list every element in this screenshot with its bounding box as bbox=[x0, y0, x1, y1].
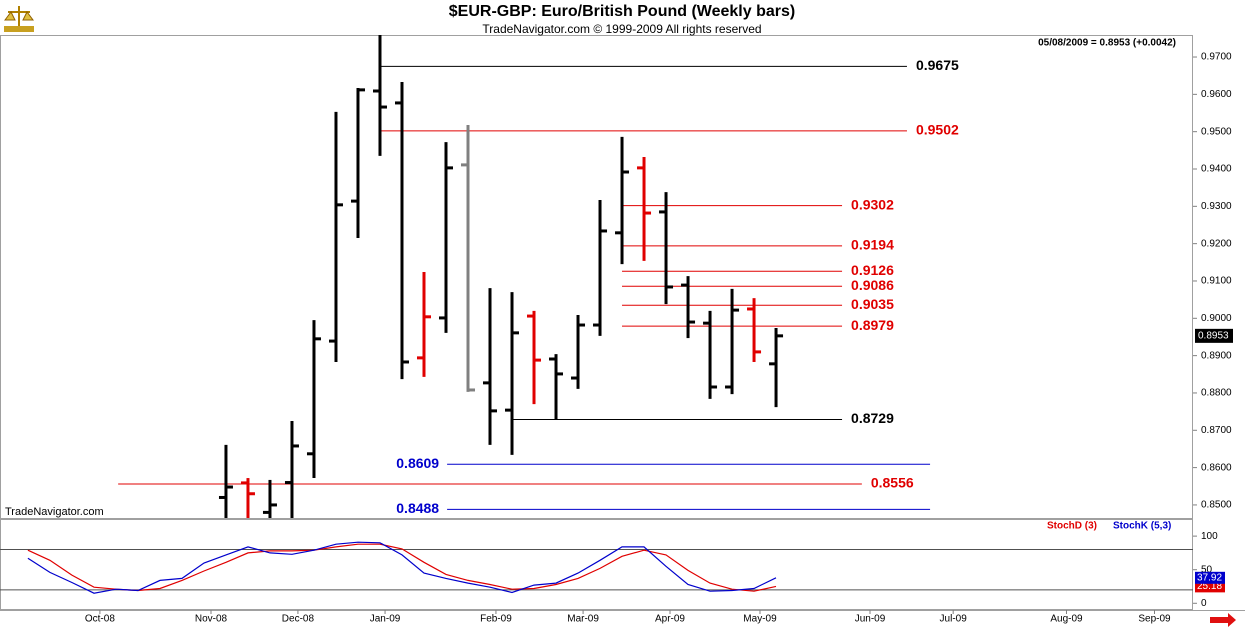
chart-subtitle: TradeNavigator.com © 1999-2009 All right… bbox=[482, 22, 761, 36]
price-bar bbox=[438, 142, 453, 333]
price-bar bbox=[637, 157, 652, 261]
last-value-box bbox=[1195, 571, 1225, 584]
price-bar bbox=[681, 276, 696, 339]
last-price-box bbox=[1195, 328, 1233, 343]
y-tick-label: 0.9000 bbox=[1201, 313, 1232, 324]
x-tick-label: Apr-09 bbox=[655, 614, 685, 625]
y-tick-label: 0.9700 bbox=[1201, 52, 1232, 63]
price-bar bbox=[659, 192, 674, 305]
level-label: 0.9302 bbox=[851, 196, 894, 212]
x-tick-label: Nov-08 bbox=[195, 614, 228, 625]
level-label: 0.9086 bbox=[851, 277, 894, 293]
level-label: 0.8979 bbox=[851, 317, 894, 333]
level-label: 0.9502 bbox=[916, 122, 959, 138]
y-tick-label: 0 bbox=[1201, 598, 1207, 609]
stoch-line bbox=[27, 543, 777, 592]
y-tick-label: 0.8600 bbox=[1201, 462, 1232, 473]
y-tick-label: 50 bbox=[1201, 564, 1213, 575]
price-bar bbox=[593, 199, 608, 336]
level-label: 0.8556 bbox=[871, 475, 914, 491]
stoch-plot bbox=[0, 541, 1193, 594]
x-tick-label: Dec-08 bbox=[282, 614, 315, 625]
x-tick-label: Feb-09 bbox=[480, 614, 512, 625]
x-tick-label: Oct-08 bbox=[85, 614, 115, 625]
level-label: 0.8729 bbox=[851, 410, 894, 426]
scroll-arrow[interactable] bbox=[1210, 613, 1236, 627]
y-tick-label: 0.8700 bbox=[1201, 425, 1232, 436]
x-tick-label: Jan-09 bbox=[370, 614, 401, 625]
stoch-line bbox=[27, 541, 777, 594]
price-bar bbox=[747, 298, 762, 362]
x-tick-label: Mar-09 bbox=[567, 614, 599, 625]
x-tick-label: May-09 bbox=[743, 614, 777, 625]
price-bar bbox=[328, 111, 343, 362]
level-label: 0.9126 bbox=[851, 262, 894, 278]
price-bar bbox=[394, 82, 409, 380]
x-tick-label: Aug-09 bbox=[1050, 614, 1083, 625]
y-tick-label: 0.9400 bbox=[1201, 164, 1232, 175]
y-tick-label: 100 bbox=[1201, 531, 1218, 542]
price-bar bbox=[769, 328, 784, 408]
price-bar bbox=[372, 35, 387, 156]
y-tick-label: 0.8900 bbox=[1201, 350, 1232, 361]
chart-title: $EUR-GBP: Euro/British Pound (Weekly bar… bbox=[449, 3, 795, 20]
price-bar bbox=[218, 444, 233, 518]
price-bar bbox=[306, 320, 321, 479]
price-bar bbox=[240, 478, 255, 518]
x-tick-label: Sep-09 bbox=[1138, 614, 1171, 625]
axes: 0.8500 0.8600 0.8700 0.8800 0.8900 0.9000 0.91… bbox=[85, 52, 1233, 625]
y-tick-label: 0.9500 bbox=[1201, 126, 1232, 137]
main-panel-frame bbox=[0, 35, 1193, 519]
y-tick-label: 0.9300 bbox=[1201, 201, 1232, 212]
legend-entry: StochD (3) bbox=[1047, 521, 1097, 532]
level-label: 0.8488 bbox=[396, 500, 439, 516]
level-label: 0.8609 bbox=[396, 455, 439, 471]
level-label: 0.9035 bbox=[851, 296, 894, 312]
logo-icon bbox=[4, 6, 34, 32]
quote-annotation: 05/08/2009 = 0.8953 (+0.0042) bbox=[1038, 38, 1176, 49]
last-value-label: 25.18 bbox=[1197, 581, 1222, 592]
price-bar bbox=[615, 136, 630, 265]
last-price-label: 0.8953 bbox=[1198, 330, 1229, 341]
x-tick-label: Jul-09 bbox=[940, 614, 968, 625]
legend-entry: StochK (5,3) bbox=[1113, 521, 1171, 532]
price-bar bbox=[461, 124, 476, 392]
price-bar bbox=[416, 272, 431, 377]
price-bar bbox=[483, 288, 498, 445]
y-tick-label: 0.8500 bbox=[1201, 500, 1232, 511]
price-bar bbox=[527, 310, 542, 405]
price-bar bbox=[549, 354, 564, 420]
last-value-label: 37.92 bbox=[1197, 572, 1222, 583]
y-tick-label: 0.9100 bbox=[1201, 276, 1232, 287]
level-label: 0.9194 bbox=[851, 237, 894, 253]
x-tick-label: Jun-09 bbox=[855, 614, 886, 625]
y-tick-label: 0.9200 bbox=[1201, 238, 1232, 249]
y-tick-label: 0.9600 bbox=[1201, 89, 1232, 100]
price-bar bbox=[262, 479, 277, 518]
price-bar bbox=[725, 288, 740, 395]
lower-panel-frame bbox=[0, 519, 1193, 610]
watermark: TradeNavigator.com bbox=[5, 506, 104, 518]
price-bar bbox=[571, 314, 586, 389]
price-bar bbox=[505, 292, 520, 455]
price-bar bbox=[350, 88, 365, 239]
price-bar bbox=[284, 420, 299, 518]
y-tick-label: 0.8800 bbox=[1201, 388, 1232, 399]
level-label: 0.9675 bbox=[916, 57, 959, 73]
price-bar bbox=[703, 310, 718, 399]
